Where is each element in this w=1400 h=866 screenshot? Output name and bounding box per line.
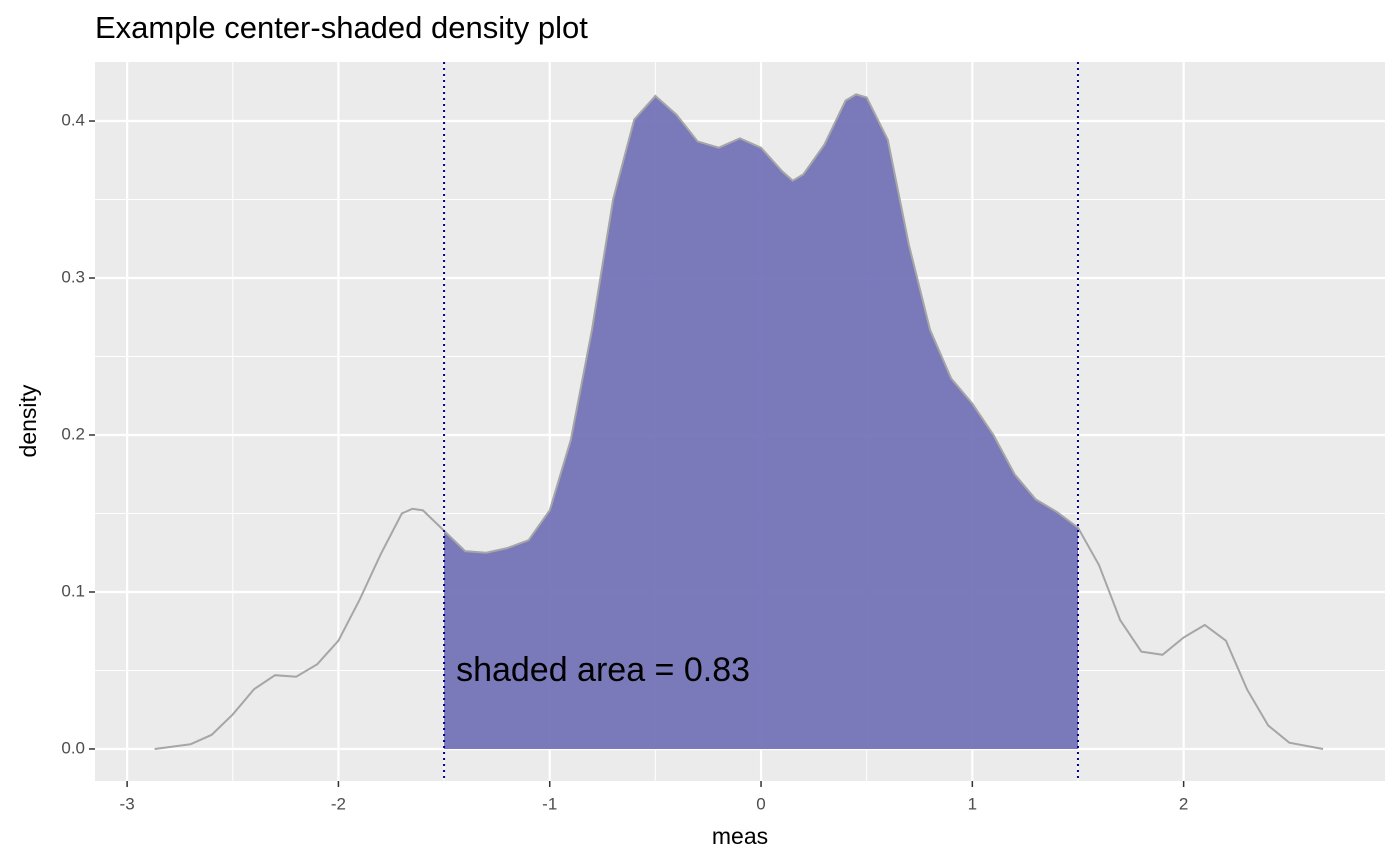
x-tick-label: -2 bbox=[331, 794, 346, 813]
density-line bbox=[154, 93, 1324, 750]
chart-title: Example center-shaded density plot bbox=[95, 10, 588, 45]
shaded-area bbox=[444, 94, 1078, 749]
y-tick-label: 0.3 bbox=[61, 267, 85, 286]
y-tick-label: 0.1 bbox=[61, 581, 85, 600]
annotation: shaded area = 0.83 bbox=[456, 651, 750, 689]
x-tick-label: -1 bbox=[542, 794, 557, 813]
x-tick-label: 0 bbox=[756, 794, 765, 813]
y-axis-label: density bbox=[15, 384, 41, 457]
y-tick-label: 0.2 bbox=[61, 424, 85, 443]
x-tick-label: 2 bbox=[1179, 794, 1188, 813]
x-tick-label: 1 bbox=[968, 794, 977, 813]
x-axis-label: meas bbox=[712, 823, 768, 849]
y-tick-label: 0.4 bbox=[61, 111, 85, 130]
x-tick-label: -3 bbox=[120, 794, 135, 813]
y-tick-label: 0.0 bbox=[61, 738, 85, 757]
